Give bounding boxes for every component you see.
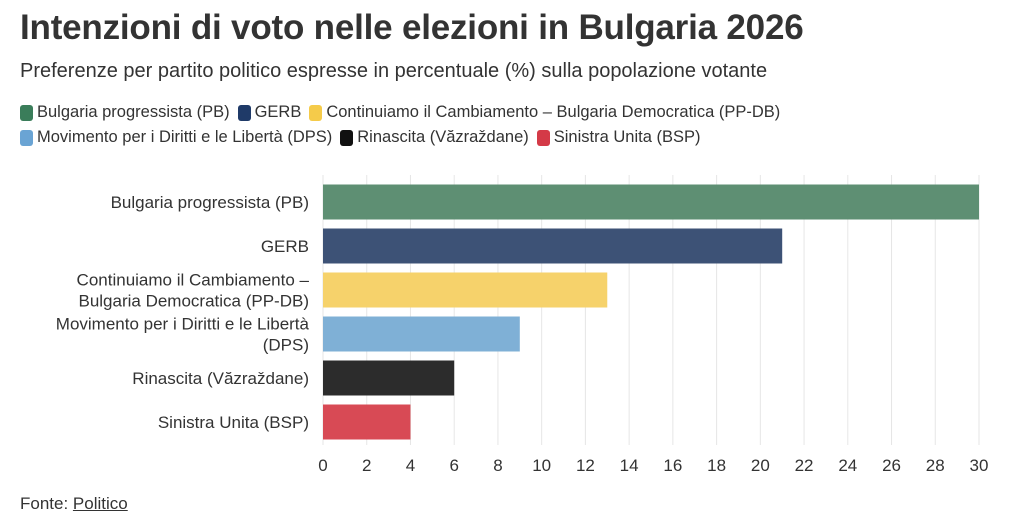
x-tick-label: 24 [838,456,857,475]
chart-title: Intenzioni di voto nelle elezioni in Bul… [20,8,804,47]
x-tick-label: 14 [620,456,639,475]
bar [323,360,455,396]
chart-subtitle: Preferenze per partito politico espresse… [20,60,768,82]
legend-swatch [20,104,33,121]
x-tick-label: 4 [406,456,415,475]
category-label: Movimento per i Diritti e le Libertà [56,315,310,334]
legend-item: GERB [237,103,302,122]
x-tick-label: 12 [576,456,595,475]
bar [323,272,608,308]
legend-swatch [340,129,354,146]
legend-label: Sinistra Unita (BSP) [553,128,701,146]
x-tick-label: 2 [362,456,371,475]
source-prefix: Fonte: [20,494,73,513]
x-tick-label: 8 [493,456,502,475]
legend-swatch [237,104,251,121]
x-tick-label: 26 [882,456,901,475]
legend-row: Bulgaria progressista (PB) GERB Continuiam… [20,100,1010,125]
legend-swatch [20,129,33,146]
legend-item: Continuiamo il Cambiamento – Bulgaria De… [309,103,780,122]
x-tick-label: 20 [751,456,770,475]
x-tick-label: 10 [532,456,551,475]
x-tick-label: 18 [707,456,726,475]
x-tick-label: 28 [926,456,945,475]
legend-item: Rinascita (Văzraždane) [340,128,529,147]
legend-row: Movimento per i Diritti e le Libertà (DP… [20,125,1010,150]
x-tick-label: 22 [795,456,814,475]
source-link[interactable]: Politico [72,494,128,513]
category-label: Rinascita (Văzraždane) [132,369,309,388]
category-label: Sinistra Unita (BSP) [158,413,309,432]
category-label: GERB [261,237,309,256]
source-note: Fonte: Politico [20,494,128,514]
category-label: Bulgaria progressista (PB) [111,193,309,212]
legend-item: Bulgaria progressista (PB) [20,103,230,122]
bar [323,184,979,220]
legend-label: Bulgaria progressista (PB) [37,103,230,121]
legend-label: GERB [254,103,302,121]
bar [323,316,520,352]
bar [323,404,411,440]
chart-legend: Bulgaria progressista (PB) GERB Continuiam… [20,100,1010,150]
x-tick-label: 16 [663,456,682,475]
category-label: Bulgaria Democratica (PP-DB) [78,292,309,311]
bar [323,228,783,264]
legend-label: Movimento per i Diritti e le Libertà (DP… [37,128,333,146]
legend-item: Movimento per i Diritti e le Libertà (DP… [20,128,332,147]
category-label: (DPS) [263,336,309,355]
legend-swatch [536,129,550,146]
category-label: Continuiamo il Cambiamento – [77,271,310,290]
x-tick-label: 0 [318,456,327,475]
legend-label: Continuiamo il Cambiamento – Bulgaria De… [326,103,781,121]
x-tick-label: 30 [970,456,989,475]
x-tick-label: 6 [449,456,458,475]
legend-item: Sinistra Unita (BSP) [536,128,701,147]
legend-label: Rinascita (Văzraždane) [357,128,529,146]
legend-swatch [309,104,323,121]
